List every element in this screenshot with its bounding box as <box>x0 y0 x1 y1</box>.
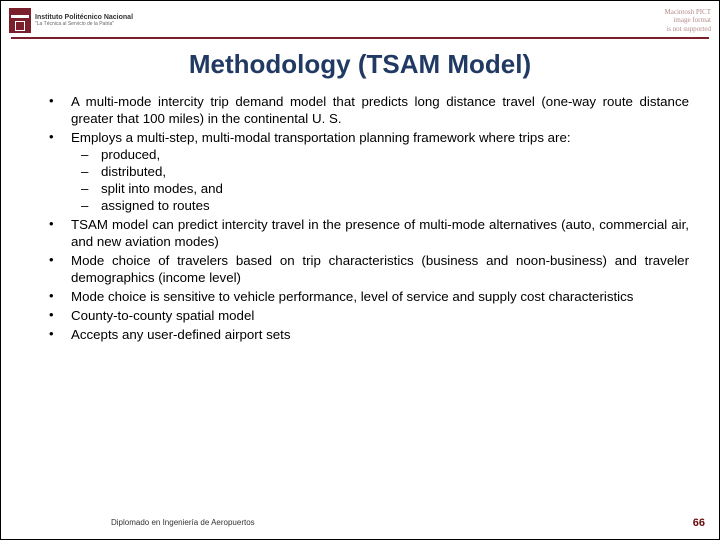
header-bar: Instituto Politécnico Nacional "La Técni… <box>1 1 719 37</box>
bullet-text: County-to-county spatial model <box>71 308 254 323</box>
logo-left: Instituto Politécnico Nacional "La Técni… <box>9 8 133 34</box>
placeholder-line3: is not supported <box>665 25 711 33</box>
sub-bullet-item: distributed, <box>71 163 689 180</box>
sub-bullet-item: assigned to routes <box>71 197 689 214</box>
bullet-text: Accepts any user-defined airport sets <box>71 327 291 342</box>
sub-bullet-item: produced, <box>71 146 689 163</box>
bullet-item: Accepts any user-defined airport sets <box>41 326 689 343</box>
bullet-item: A multi-mode intercity trip demand model… <box>41 93 689 127</box>
page-title: Methodology (TSAM Model) <box>1 49 719 80</box>
ipn-logo-icon <box>9 8 31 34</box>
bullet-text: Mode choice is sensitive to vehicle perf… <box>71 289 633 304</box>
bullet-text: TSAM model can predict intercity travel … <box>71 217 689 249</box>
slide: Instituto Politécnico Nacional "La Técni… <box>0 0 720 540</box>
bullet-item: TSAM model can predict intercity travel … <box>41 216 689 250</box>
page-number: 66 <box>693 517 705 529</box>
bullet-item: Employs a multi-step, multi-modal transp… <box>41 129 689 214</box>
institution-line2: "La Técnica al Servicio de la Patria" <box>35 22 133 28</box>
header-rule <box>11 37 709 39</box>
bullet-text: Mode choice of travelers based on trip c… <box>71 253 689 285</box>
bullet-list: A multi-mode intercity trip demand model… <box>41 93 689 343</box>
sub-bullet-item: split into modes, and <box>71 180 689 197</box>
placeholder-line1: Macintosh PICT <box>665 8 711 16</box>
bullet-item: County-to-county spatial model <box>41 307 689 324</box>
sub-bullet-list: produced,distributed,split into modes, a… <box>71 146 689 214</box>
institution-name: Instituto Politécnico Nacional "La Técni… <box>35 14 133 27</box>
bullet-item: Mode choice is sensitive to vehicle perf… <box>41 288 689 305</box>
bullet-text: Employs a multi-step, multi-modal transp… <box>71 130 571 145</box>
bullet-text: A multi-mode intercity trip demand model… <box>71 94 689 126</box>
bullet-item: Mode choice of travelers based on trip c… <box>41 252 689 286</box>
missing-image-placeholder: Macintosh PICT image format is not suppo… <box>665 8 711 33</box>
footer-text: Diplomado en Ingeniería de Aeropuertos <box>111 518 255 527</box>
content-area: A multi-mode intercity trip demand model… <box>41 93 689 345</box>
placeholder-line2: image format <box>665 16 711 24</box>
